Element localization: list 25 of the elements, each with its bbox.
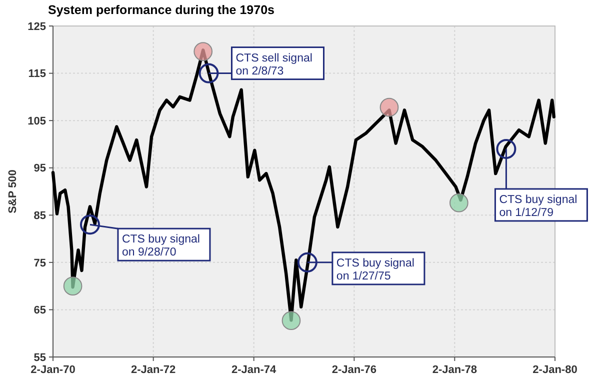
annotation: CTS sell signal on 2/8/73	[236, 52, 312, 78]
annotation: CTS buy signal on 1/12/79	[499, 194, 578, 219]
y-axis-title: S&P 500	[7, 170, 19, 214]
chart-title: System performance during the 1970s	[48, 3, 275, 17]
y-tick-label: 95	[34, 162, 46, 175]
point	[282, 311, 301, 330]
x-tick-label: 2-Jan-72	[131, 364, 176, 376]
y-tick-label: 115	[28, 68, 46, 80]
x-tick-label: 2-Jan-76	[332, 364, 376, 376]
point	[194, 42, 213, 61]
y-tick-label: 105	[28, 115, 46, 128]
x-tick-label: 2-Jan-78	[432, 364, 477, 376]
y-tick-label: 65	[34, 304, 46, 317]
annotation: CTS buy signal on 1/27/75	[336, 257, 414, 282]
y-tick-label: 85	[34, 210, 46, 222]
point	[63, 276, 82, 296]
point	[380, 98, 399, 117]
y-tick-label: 125	[28, 20, 46, 33]
point	[449, 193, 468, 212]
annotation: CTS buy signal on 9/28/70	[122, 234, 200, 259]
x-tick-label: 2-Jan-80	[532, 364, 578, 376]
x-tick-label: 2-Jan-70	[30, 364, 76, 376]
y-tick-label: 55	[34, 352, 46, 364]
y-tick-label: 75	[34, 257, 46, 270]
x-tick-label: 2-Jan-74	[232, 364, 278, 376]
